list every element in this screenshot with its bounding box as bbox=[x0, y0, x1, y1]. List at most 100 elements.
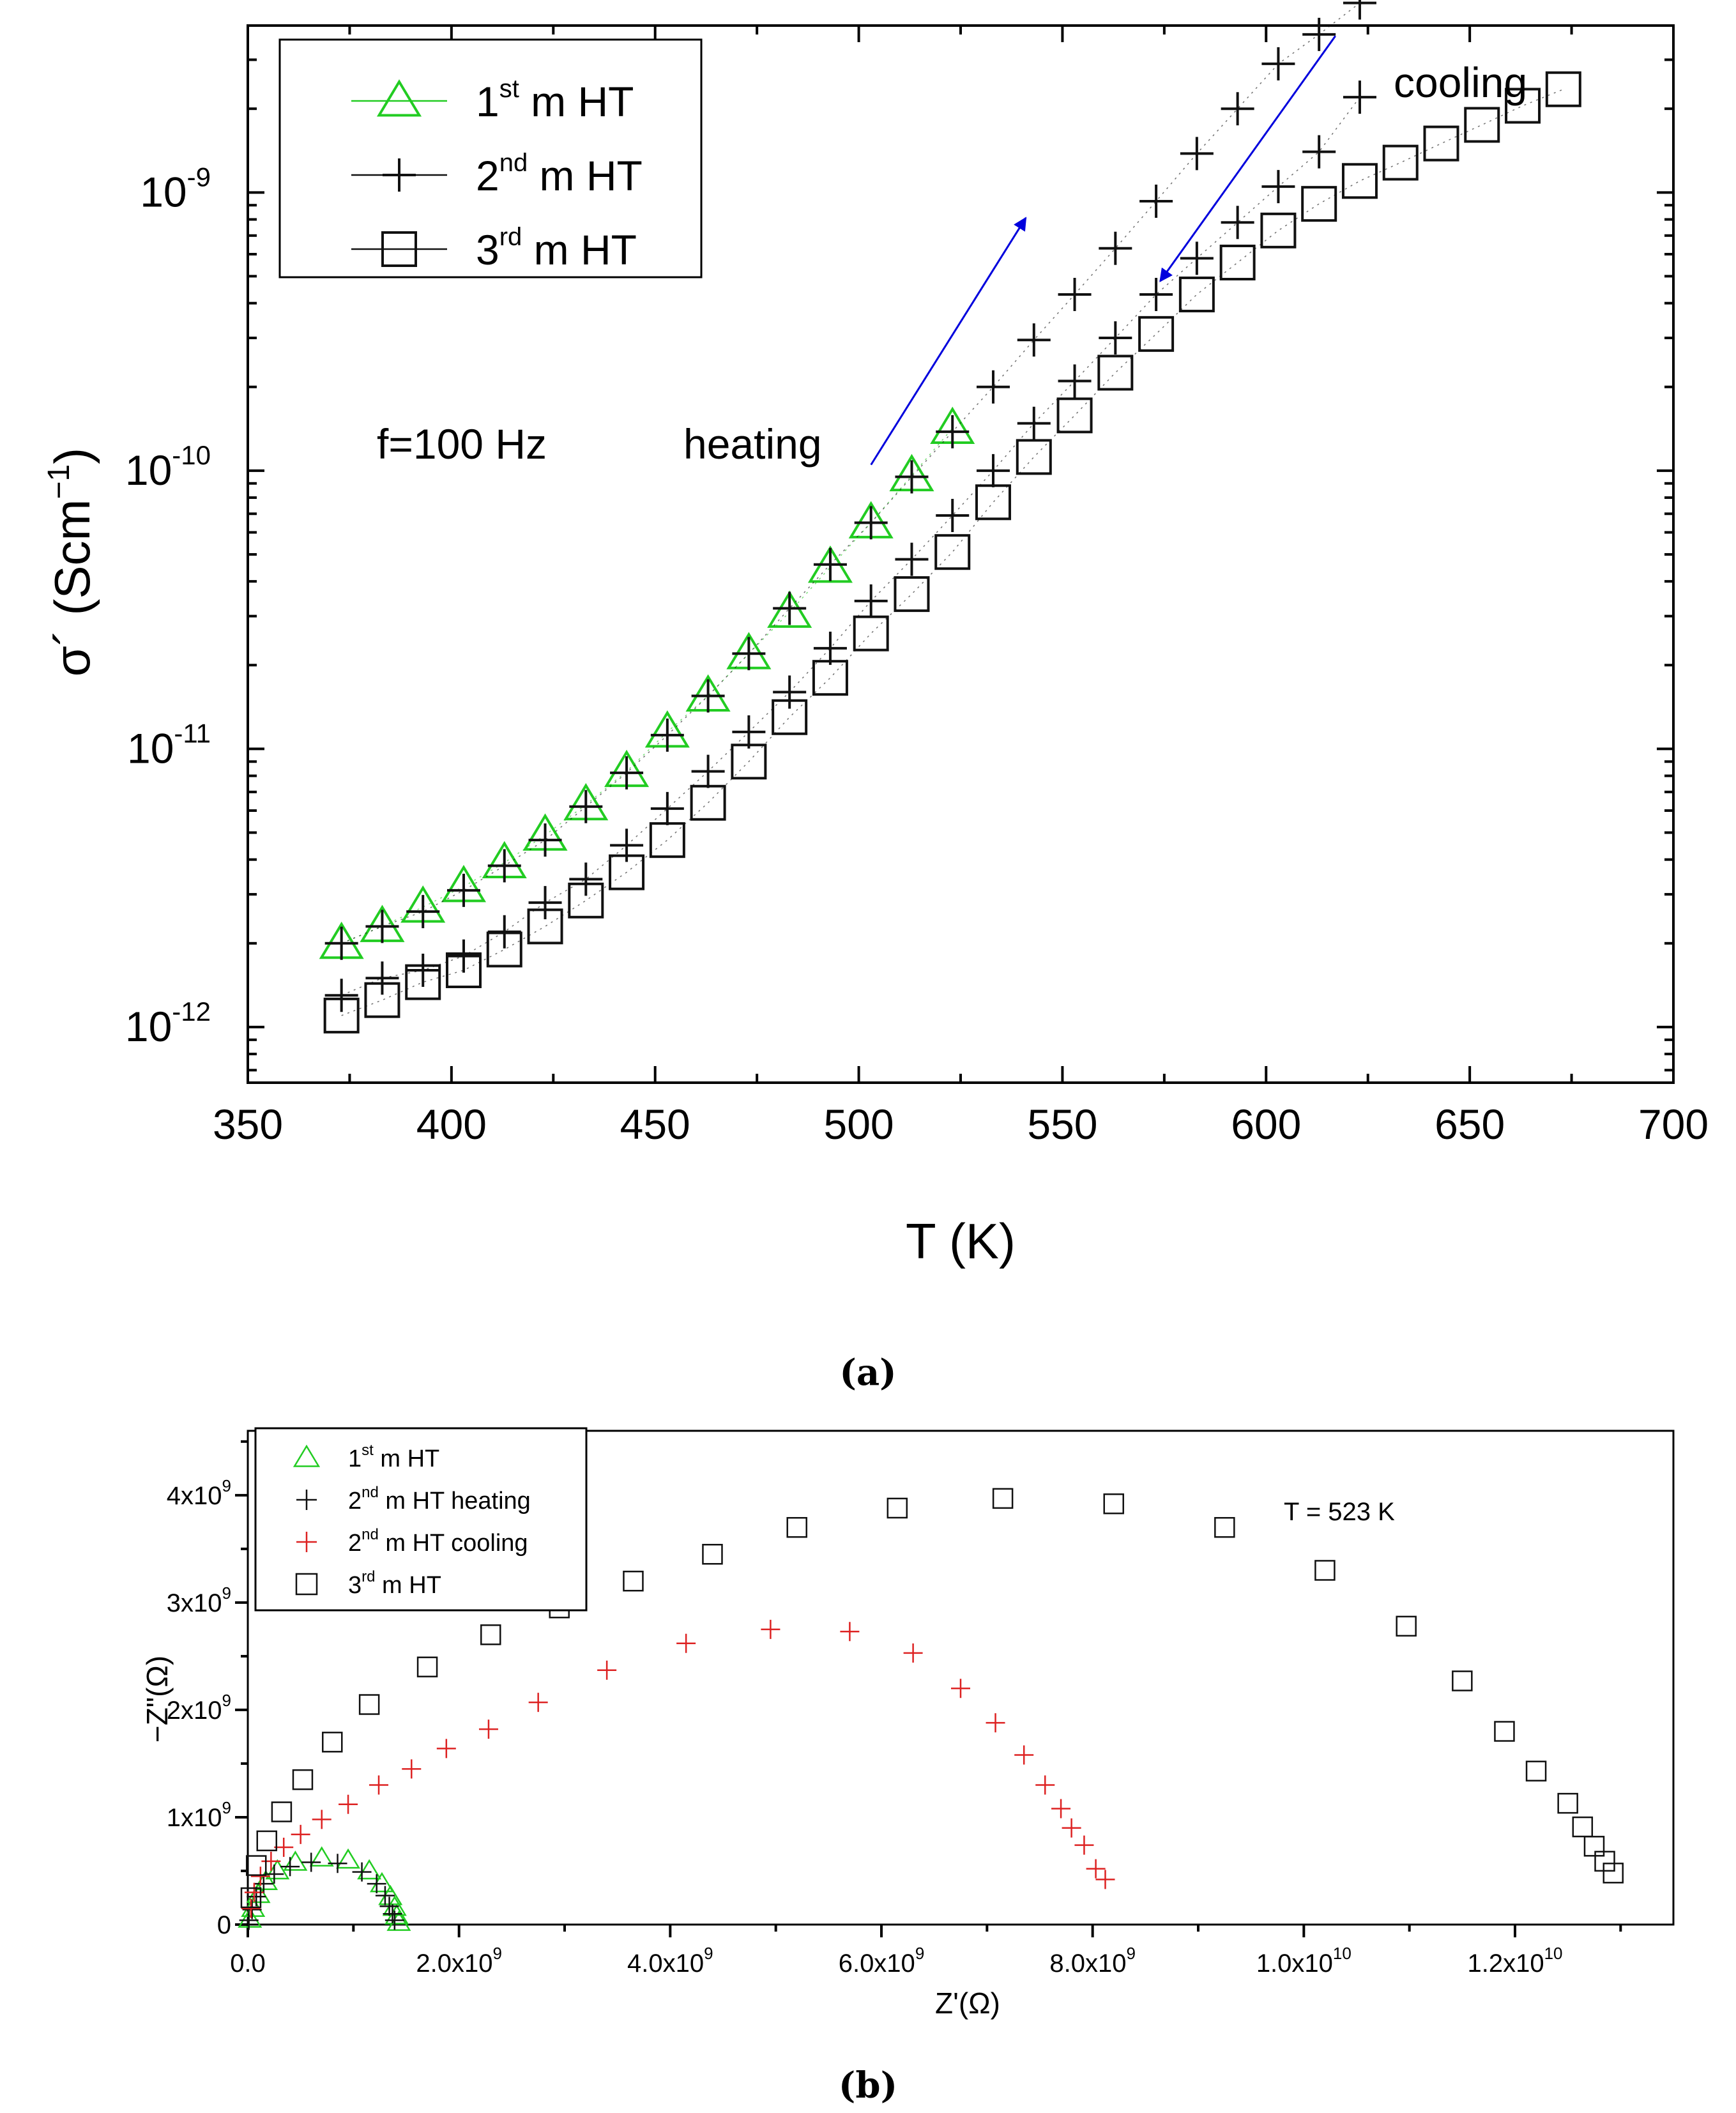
legend-item: 2nd m HT bbox=[351, 149, 643, 199]
data-point bbox=[1302, 135, 1336, 169]
series-1st-m-ht bbox=[238, 1846, 411, 1931]
data-point bbox=[1221, 92, 1254, 126]
data-point bbox=[951, 1679, 970, 1698]
data-point bbox=[487, 849, 521, 883]
data-point bbox=[1382, 144, 1419, 181]
data-point bbox=[1341, 163, 1378, 199]
data-point bbox=[527, 908, 563, 945]
data-point bbox=[445, 952, 482, 988]
data-point bbox=[992, 1488, 1014, 1509]
data-point bbox=[528, 1693, 548, 1713]
data-point bbox=[385, 1904, 409, 1925]
data-point bbox=[242, 1900, 262, 1919]
data-point bbox=[934, 534, 971, 570]
data-point bbox=[1603, 1863, 1624, 1884]
y-tick-label: 1x109 bbox=[167, 1798, 231, 1832]
data-point bbox=[245, 1855, 267, 1876]
series-2nd-m-ht-cooling bbox=[241, 1619, 1115, 1918]
data-point bbox=[247, 1887, 266, 1907]
panel-a-ticks: 350 400 450 500 550 600 650 700 10-12 10-11 10-10 1… bbox=[125, 26, 1709, 1148]
data-point bbox=[323, 997, 360, 1034]
data-point bbox=[528, 886, 562, 920]
data-point bbox=[813, 631, 847, 665]
series-3rd-m-ht bbox=[323, 71, 1581, 1034]
panel-a-y-label-main: σ´ (Scm bbox=[44, 499, 100, 676]
data-point bbox=[1086, 1859, 1106, 1879]
data-point bbox=[767, 590, 812, 628]
data-point bbox=[1178, 276, 1215, 312]
data-point bbox=[786, 1516, 807, 1538]
data-point bbox=[446, 939, 480, 973]
y-tick-label: 10-12 bbox=[125, 996, 211, 1050]
data-point bbox=[1464, 107, 1500, 143]
x-tick-label: 450 bbox=[620, 1101, 690, 1148]
legend-item: 1st m HT bbox=[293, 1442, 439, 1472]
data-point bbox=[773, 675, 807, 709]
data-point bbox=[936, 499, 970, 533]
legend-label: 2nd m HT bbox=[476, 149, 643, 199]
data-point bbox=[1058, 277, 1092, 311]
data-point bbox=[1505, 88, 1541, 124]
data-point bbox=[436, 1739, 456, 1758]
data-point bbox=[261, 1851, 281, 1871]
data-point bbox=[894, 576, 930, 613]
x-tick-label: 4.0x109 bbox=[627, 1944, 713, 1978]
legend-item: 3rd m HT bbox=[295, 1568, 441, 1599]
data-point bbox=[761, 1619, 780, 1639]
legend-marker bbox=[381, 231, 417, 267]
y-tick-label: 4x109 bbox=[167, 1476, 231, 1510]
panel-b-plot-area bbox=[247, 1430, 1675, 1926]
series-line bbox=[341, 96, 1360, 996]
data-point bbox=[1180, 241, 1214, 275]
x-tick-label: 2.0x109 bbox=[416, 1944, 502, 1978]
data-point bbox=[486, 931, 522, 968]
legend-marker bbox=[296, 1490, 317, 1510]
data-point bbox=[977, 454, 1010, 487]
data-point bbox=[1016, 439, 1052, 475]
data-point bbox=[238, 1907, 263, 1928]
x-tick-label: 650 bbox=[1435, 1101, 1505, 1148]
data-point bbox=[328, 1854, 347, 1873]
data-point bbox=[1017, 323, 1051, 357]
legend-item: 1st m HT bbox=[351, 75, 634, 125]
data-point bbox=[369, 1775, 389, 1795]
data-point bbox=[650, 718, 684, 752]
data-point bbox=[241, 1898, 261, 1918]
legend-label: 3rd m HT bbox=[348, 1568, 441, 1599]
data-point bbox=[568, 882, 604, 919]
series-2nd-m-ht-cooling bbox=[324, 80, 1376, 1012]
data-point bbox=[324, 979, 358, 1012]
data-point bbox=[840, 1622, 860, 1642]
data-point bbox=[406, 954, 440, 987]
data-point bbox=[274, 1838, 294, 1857]
data-point bbox=[773, 591, 807, 625]
x-tick-label: 600 bbox=[1231, 1101, 1301, 1148]
legend-marker bbox=[295, 1573, 318, 1596]
data-point bbox=[357, 1859, 382, 1880]
data-point bbox=[903, 1643, 923, 1663]
data-point bbox=[853, 615, 889, 652]
data-point bbox=[365, 910, 399, 943]
data-point bbox=[1594, 1850, 1615, 1872]
data-point bbox=[1314, 1560, 1336, 1581]
x-tick-label: 500 bbox=[824, 1101, 894, 1148]
panel-b-ticks: 0.0 2.0x109 4.0x109 6.0x109 8.0x109 1.0x1010 1… bbox=[167, 1440, 1622, 1978]
data-point bbox=[649, 822, 685, 858]
data-point bbox=[301, 1852, 321, 1872]
data-point bbox=[254, 1874, 273, 1894]
panel-a-frequency-annotation: f=100 Hz bbox=[377, 420, 547, 468]
x-tick-label: 1.2x1010 bbox=[1467, 1944, 1562, 1978]
data-point bbox=[1214, 1516, 1235, 1538]
legend-label: 3rd m HT bbox=[476, 223, 637, 273]
data-point bbox=[1545, 71, 1581, 107]
data-point bbox=[854, 584, 888, 618]
x-tick-label: 0.0 bbox=[230, 1949, 266, 1978]
data-point bbox=[1099, 231, 1132, 265]
panel-a-y-label-sup: −1 bbox=[42, 464, 76, 500]
data-point bbox=[1302, 17, 1336, 51]
data-point bbox=[480, 1624, 501, 1645]
data-point bbox=[385, 1911, 404, 1930]
data-point bbox=[1103, 1493, 1124, 1514]
panel-a-legend-box bbox=[278, 38, 703, 278]
data-point bbox=[339, 1794, 358, 1814]
